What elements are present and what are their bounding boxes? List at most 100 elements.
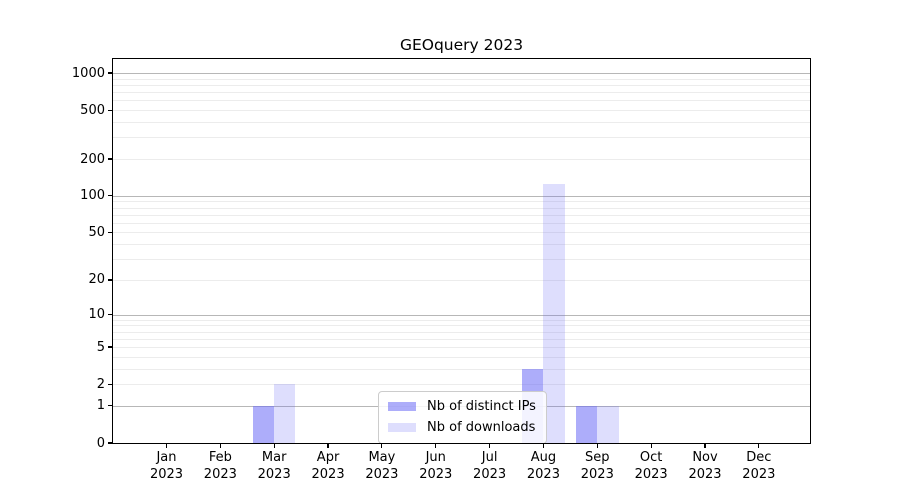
major-gridline — [113, 195, 810, 197]
minor-gridline — [113, 338, 810, 340]
x-tick-label: Nov 2023 — [670, 450, 740, 483]
x-tick-label-line: 2023 — [688, 466, 722, 482]
bar-distinct-ips — [576, 405, 598, 443]
x-tick-label-line: 2023 — [419, 466, 453, 482]
x-tick-label: Oct 2023 — [616, 450, 686, 483]
y-tick-mark — [107, 405, 112, 407]
x-tick-label-line: 2023 — [311, 466, 345, 482]
minor-gridline — [113, 259, 810, 261]
x-tick-label: Feb 2023 — [185, 450, 255, 483]
y-tick-label: 100 — [80, 188, 105, 204]
chart-title: GEOquery 2023 — [399, 36, 524, 54]
legend: Nb of distinct IPs Nb of downloads — [378, 391, 547, 444]
x-tick-label-line: 2023 — [257, 466, 291, 482]
minor-gridline — [113, 201, 810, 203]
y-tick-mark — [107, 346, 112, 348]
minor-gridline — [113, 207, 810, 209]
x-tick-label-line: Aug — [530, 450, 557, 465]
y-tick-label: 2 — [96, 376, 105, 392]
minor-gridline — [113, 84, 810, 86]
y-tick-label: 0 — [96, 435, 105, 451]
major-gridline — [113, 73, 810, 75]
legend-label: Nb of downloads — [427, 420, 536, 435]
y-tick-mark — [107, 158, 112, 160]
x-tick-label-line: Oct — [639, 450, 663, 465]
minor-gridline — [113, 78, 810, 80]
x-tick-mark — [273, 443, 275, 448]
y-tick-mark — [107, 313, 112, 316]
y-tick-label: 10 — [88, 307, 105, 323]
x-tick-label-line: 2023 — [526, 466, 560, 482]
x-tick-label-line: Dec — [746, 450, 772, 465]
x-tick-label-line: Jun — [425, 450, 446, 465]
x-tick-mark — [165, 443, 168, 448]
y-tick-mark — [107, 442, 112, 444]
x-tick-label-line: Feb — [208, 450, 232, 465]
x-tick-label: Jul 2023 — [455, 450, 525, 483]
x-tick-mark — [489, 443, 491, 448]
minor-gridline — [113, 222, 810, 224]
minor-gridline — [113, 384, 810, 386]
y-tick-label: 5 — [96, 339, 105, 355]
y-tick-mark — [107, 72, 112, 74]
x-tick-label-line: 2023 — [580, 466, 614, 482]
minor-gridline — [113, 232, 810, 234]
plot-frame — [112, 58, 811, 444]
x-tick-mark — [219, 443, 221, 448]
y-tick-mark — [107, 231, 112, 234]
minor-gridline — [113, 122, 810, 124]
minor-gridline — [113, 347, 810, 349]
minor-gridline — [113, 92, 810, 94]
y-tick-label: 50 — [88, 224, 105, 240]
minor-gridline — [113, 159, 810, 160]
x-tick-mark — [704, 443, 706, 448]
legend-swatch-distinct-ips — [388, 401, 416, 412]
y-tick-label: 500 — [80, 102, 105, 118]
y-tick-label: 1 — [96, 398, 105, 414]
x-tick-label-line: 2023 — [203, 466, 237, 482]
y-tick-mark — [107, 195, 112, 197]
x-tick-mark — [542, 443, 545, 448]
minor-gridline — [113, 244, 810, 246]
legend-label: Nb of distinct IPs — [427, 399, 536, 414]
bar-downloads — [274, 384, 296, 443]
minor-gridline — [113, 356, 810, 358]
x-tick-label: Sep 2023 — [562, 450, 632, 483]
y-tick-mark — [107, 279, 112, 281]
x-tick-label-line: 2023 — [365, 466, 399, 482]
minor-gridline — [113, 325, 810, 327]
minor-gridline — [113, 319, 810, 321]
x-tick-label: May 2023 — [347, 450, 417, 483]
x-tick-label-line: Sep — [585, 450, 610, 465]
x-tick-label-line: Mar — [261, 450, 287, 465]
minor-gridline — [113, 137, 810, 139]
legend-item: Nb of downloads — [388, 419, 536, 436]
x-tick-label: Apr 2023 — [293, 450, 363, 483]
x-tick-label-line: 2023 — [634, 466, 668, 482]
bar-downloads — [543, 184, 565, 443]
x-tick-mark — [381, 443, 383, 448]
minor-gridline — [113, 368, 810, 370]
minor-gridline — [113, 110, 810, 112]
x-tick-label-line: 2023 — [149, 466, 184, 482]
legend-swatch-downloads — [388, 422, 416, 433]
bar-downloads — [597, 405, 619, 443]
x-tick-label: Jun 2023 — [401, 450, 471, 483]
major-gridline — [113, 314, 810, 316]
bar-distinct-ips — [252, 405, 275, 443]
minor-gridline — [113, 331, 810, 333]
x-tick-label-line: 2023 — [473, 466, 507, 482]
y-tick-mark — [107, 109, 112, 111]
x-tick-mark — [435, 443, 437, 448]
x-tick-label: Mar 2023 — [239, 450, 309, 483]
x-tick-label-line: Apr — [316, 450, 340, 465]
y-tick-label: 1000 — [71, 65, 105, 81]
x-tick-mark — [650, 443, 652, 448]
legend-item: Nb of distinct IPs — [388, 398, 536, 415]
x-tick-label-line: Jan — [156, 450, 177, 465]
minor-gridline — [113, 100, 810, 102]
y-tick-label: 20 — [88, 272, 105, 288]
x-tick-label: Aug 2023 — [508, 450, 578, 483]
minor-gridline — [113, 214, 810, 216]
